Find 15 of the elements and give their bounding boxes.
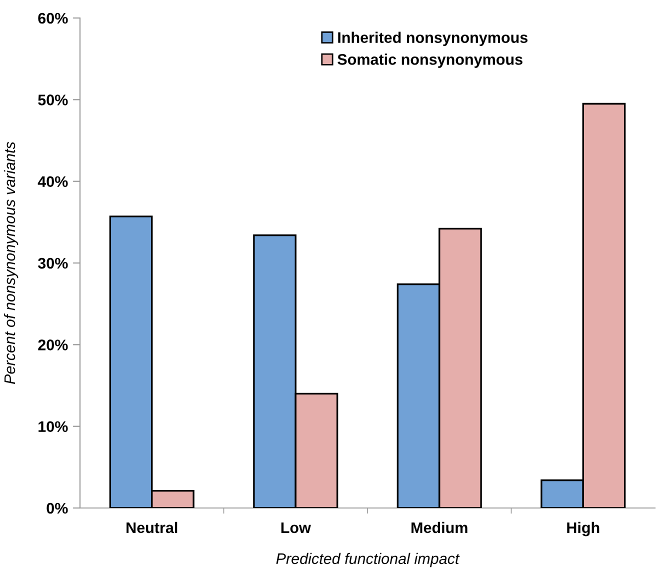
y-tick-label: 50%: [38, 94, 68, 106]
x-tick-label: High: [567, 522, 600, 536]
legend-label: Inherited nonsynonymous: [338, 32, 528, 46]
x-tick-label: Neutral: [126, 522, 178, 534]
x-axis-title: Predicted functional impact: [276, 552, 460, 568]
y-tick-label: 30%: [38, 258, 68, 269]
y-tick-label: 0%: [46, 502, 68, 514]
y-tick-label: 60%: [38, 12, 68, 24]
legend-label: Somatic nonsynonymous: [338, 54, 522, 68]
x-tick-label: Medium: [412, 522, 468, 534]
y-tick-label: 40%: [38, 176, 68, 188]
y-tick-label: 20%: [38, 340, 68, 350]
x-tick-label: Low: [281, 522, 311, 534]
y-tick-label: 10%: [38, 421, 68, 432]
y-axis-title: Percent of nonsynonymous variants: [4, 142, 18, 384]
